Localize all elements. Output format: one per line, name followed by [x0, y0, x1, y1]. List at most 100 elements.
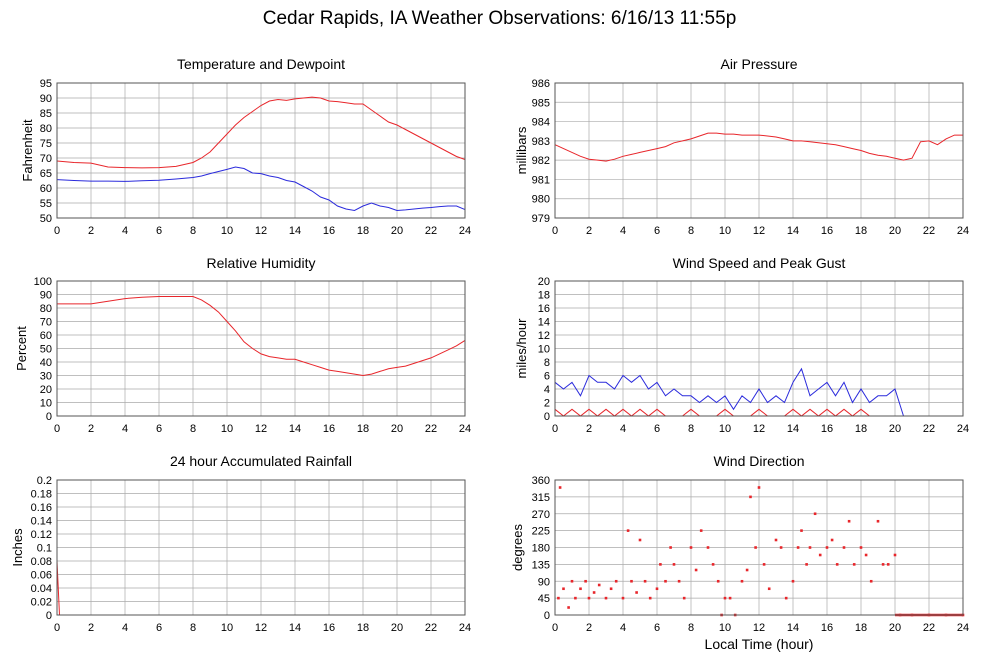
direction-point — [621, 596, 625, 600]
pressure-xtick-label: 14 — [787, 225, 799, 237]
direction-point — [869, 579, 873, 583]
pressure-xtick-label: 24 — [957, 225, 969, 237]
rain-frame — [56, 479, 466, 616]
wind-xtick-label: 8 — [688, 423, 694, 435]
pressure-xtick-label: 18 — [855, 225, 867, 237]
page-title: Cedar Rapids, IA Weather Observations: 6… — [262, 8, 737, 29]
wind-xtick-label: 0 — [552, 423, 558, 435]
humidity-ytick-label: 60 — [40, 330, 52, 342]
pressure-ytick-label: 982 — [532, 155, 550, 167]
pressure-ytick-label: 981 — [532, 174, 550, 186]
temp-chart: 0 2 4 6 8 10 12 14 16 18 20 22 245055606570758085909… — [20, 56, 471, 237]
wind-xtick-label: 10 — [719, 423, 731, 435]
direction-point — [672, 563, 676, 566]
humidity-xtick-label: 4 — [122, 423, 128, 435]
rain-ylabel: Inches — [10, 528, 25, 567]
direction-point — [587, 596, 591, 600]
pressure-xtick-label: 20 — [889, 225, 901, 237]
temp-ytick-label: 70 — [40, 153, 52, 165]
temp-xtick-label: 16 — [323, 225, 335, 237]
rain-ytick-label: 0.04 — [31, 583, 52, 595]
humidity-xtick-label: 10 — [221, 423, 233, 435]
pressure-xtick-label: 8 — [688, 225, 694, 237]
direction-point — [886, 563, 890, 566]
rain-xtick-label: 20 — [391, 622, 403, 634]
pressure-chart: 0 2 4 6 8 10 12 14 16 18 20 22 249799809819829839849… — [514, 56, 969, 237]
temp-xtick-label: 20 — [391, 225, 403, 237]
rain-xtick-label: 18 — [357, 622, 369, 634]
rain-xtick-label: 12 — [255, 622, 267, 634]
rain-chart: 0 2 4 6 8 10 12 14 16 18 20 22 2400.020.040.060.080.… — [10, 453, 471, 634]
humidity-ytick-label: 10 — [40, 398, 52, 410]
pressure-ytick-label: 985 — [532, 97, 550, 109]
direction-point — [813, 512, 817, 516]
humidity-ytick-label: 0 — [46, 411, 52, 423]
pressure-xtick-label: 6 — [654, 225, 660, 237]
pressure-xtick-label: 12 — [753, 225, 765, 237]
direction-xlabel: Local Time (hour) — [705, 636, 814, 652]
wind-xtick-label: 20 — [889, 423, 901, 435]
rain-xtick-label: 0 — [54, 622, 60, 634]
direction-ytick-label: 0 — [544, 610, 550, 622]
pressure-xtick-label: 16 — [821, 225, 833, 237]
direction-point — [630, 579, 633, 583]
temp-xtick-label: 24 — [459, 225, 471, 237]
pressure-ylabel: millibars — [514, 126, 529, 174]
humidity-xtick-label: 6 — [156, 423, 162, 435]
humidity-chart: 0 2 4 6 8 10 12 14 16 18 20 22 240102030405060708090… — [14, 255, 471, 435]
temp-xtick-label: 22 — [425, 225, 437, 237]
direction-point — [740, 579, 744, 583]
rain-ytick-label: 0.14 — [31, 516, 52, 528]
temp-title: Temperature and Dewpoint — [177, 56, 345, 72]
humidity-xtick-label: 20 — [391, 423, 403, 435]
direction-ytick-label: 180 — [532, 543, 550, 555]
humidity-title: Relative Humidity — [207, 255, 316, 271]
humidity-xtick-label: 14 — [289, 423, 301, 435]
wind-title: Wind Speed and Peak Gust — [673, 255, 846, 271]
temp-ytick-label: 55 — [40, 198, 52, 210]
direction-point — [796, 546, 800, 549]
wind-xtick-label: 14 — [787, 423, 799, 435]
direction-point — [723, 596, 727, 600]
wind-ytick-label: 16 — [538, 303, 550, 315]
direction-point — [557, 596, 560, 600]
direction-point — [689, 546, 693, 549]
humidity-xtick-label: 12 — [255, 423, 267, 435]
direction-xtick-label: 8 — [688, 622, 694, 634]
direction-xtick-label: 6 — [654, 622, 660, 634]
rain-ytick-label: 0.02 — [31, 597, 52, 609]
wind-ylabel: miles/hour — [514, 318, 529, 379]
direction-point — [728, 596, 732, 600]
temp-xtick-label: 14 — [289, 225, 301, 237]
direction-point — [825, 546, 829, 549]
direction-point — [592, 591, 596, 594]
temp-xtick-label: 18 — [357, 225, 369, 237]
direction-point — [745, 568, 749, 572]
direction-ytick-label: 360 — [532, 475, 550, 487]
direction-point — [716, 579, 720, 583]
pressure-ytick-label: 986 — [532, 78, 550, 90]
wind-ytick-label: 18 — [538, 290, 550, 302]
direction-xtick-label: 12 — [753, 622, 765, 634]
wind-ytick-label: 10 — [538, 344, 550, 356]
humidity-ytick-label: 100 — [34, 276, 52, 288]
direction-point — [876, 519, 880, 523]
direction-ytick-label: 225 — [532, 526, 550, 538]
temp-ytick-label: 90 — [40, 93, 52, 105]
temp-ytick-label: 50 — [40, 213, 52, 225]
direction-point — [835, 563, 839, 566]
humidity-xtick-label: 0 — [54, 423, 60, 435]
direction-point — [638, 538, 642, 542]
direction-point — [643, 579, 647, 583]
direction-point — [784, 596, 788, 600]
wind-ytick-label: 4 — [544, 384, 550, 396]
rain-xtick-label: 22 — [425, 622, 437, 634]
direction-point — [626, 529, 630, 532]
direction-point — [830, 538, 834, 542]
temp-series-1-line — [56, 166, 466, 212]
wind-ytick-label: 20 — [538, 276, 550, 288]
humidity-ytick-label: 70 — [40, 317, 52, 329]
direction-point — [859, 546, 863, 549]
wind-xtick-label: 24 — [957, 423, 969, 435]
direction-xtick-label: 20 — [889, 622, 901, 634]
